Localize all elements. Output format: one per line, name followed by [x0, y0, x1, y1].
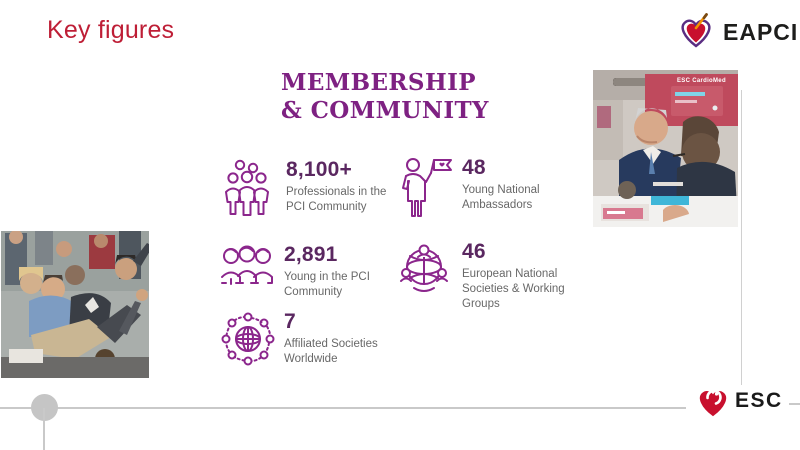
right-divider-line [741, 90, 742, 385]
stat-value: 48 [462, 156, 486, 179]
stat-value: 8,100+ [286, 158, 353, 181]
eapci-logo-label: EAPCI [723, 18, 799, 45]
photo-booth: ESC CardioMed [593, 70, 738, 227]
person-flag-icon [398, 156, 462, 218]
stat-label: Professionals in the PCI Community [286, 186, 387, 213]
globe-network-icon [220, 310, 284, 368]
section-heading: MEMBERSHIP & COMMUNITY [281, 69, 489, 125]
stat-professionals: 8,100+ Professionals in the PCI Communit… [222, 158, 404, 218]
timeline-line [0, 407, 686, 409]
esc-logo: ESC [695, 383, 783, 419]
stat-value: 46 [462, 240, 486, 263]
stat-label: Young in the PCI Community [284, 271, 370, 298]
section-heading-line1: MEMBERSHIP [281, 69, 476, 96]
stat-label: Affiliated Societies Worldwide [284, 338, 378, 365]
stat-young-community: 2,891 Young in the PCI Community [220, 243, 394, 300]
stat-label: European National Societies & Working Gr… [462, 268, 565, 310]
eapci-heart-icon [676, 13, 716, 51]
timeline-tick-line [43, 408, 45, 450]
section-heading-line2: & COMMUNITY [281, 97, 489, 124]
timeline-line-right-segment [789, 403, 800, 405]
young-people-icon [220, 243, 284, 291]
booth-sign-text: ESC CardioMed [677, 78, 726, 84]
eapci-logo: EAPCI [676, 13, 798, 51]
stat-value: 7 [284, 310, 296, 333]
globe-people-icon [398, 240, 462, 296]
esc-heart-icon [695, 383, 731, 419]
stat-label: Young National Ambassadors [462, 184, 540, 211]
stat-societies-groups: 46 European National Societies & Working… [398, 240, 570, 312]
stat-ambassadors: 48 Young National Ambassadors [398, 156, 562, 218]
people-group-icon [222, 158, 286, 218]
esc-logo-label: ESC [735, 389, 783, 412]
page-title: Key figures [47, 16, 175, 44]
stat-affiliated-societies: 7 Affiliated Societies Worldwide [220, 310, 402, 368]
stat-value: 2,891 [284, 243, 338, 266]
photo-audience [1, 231, 149, 378]
